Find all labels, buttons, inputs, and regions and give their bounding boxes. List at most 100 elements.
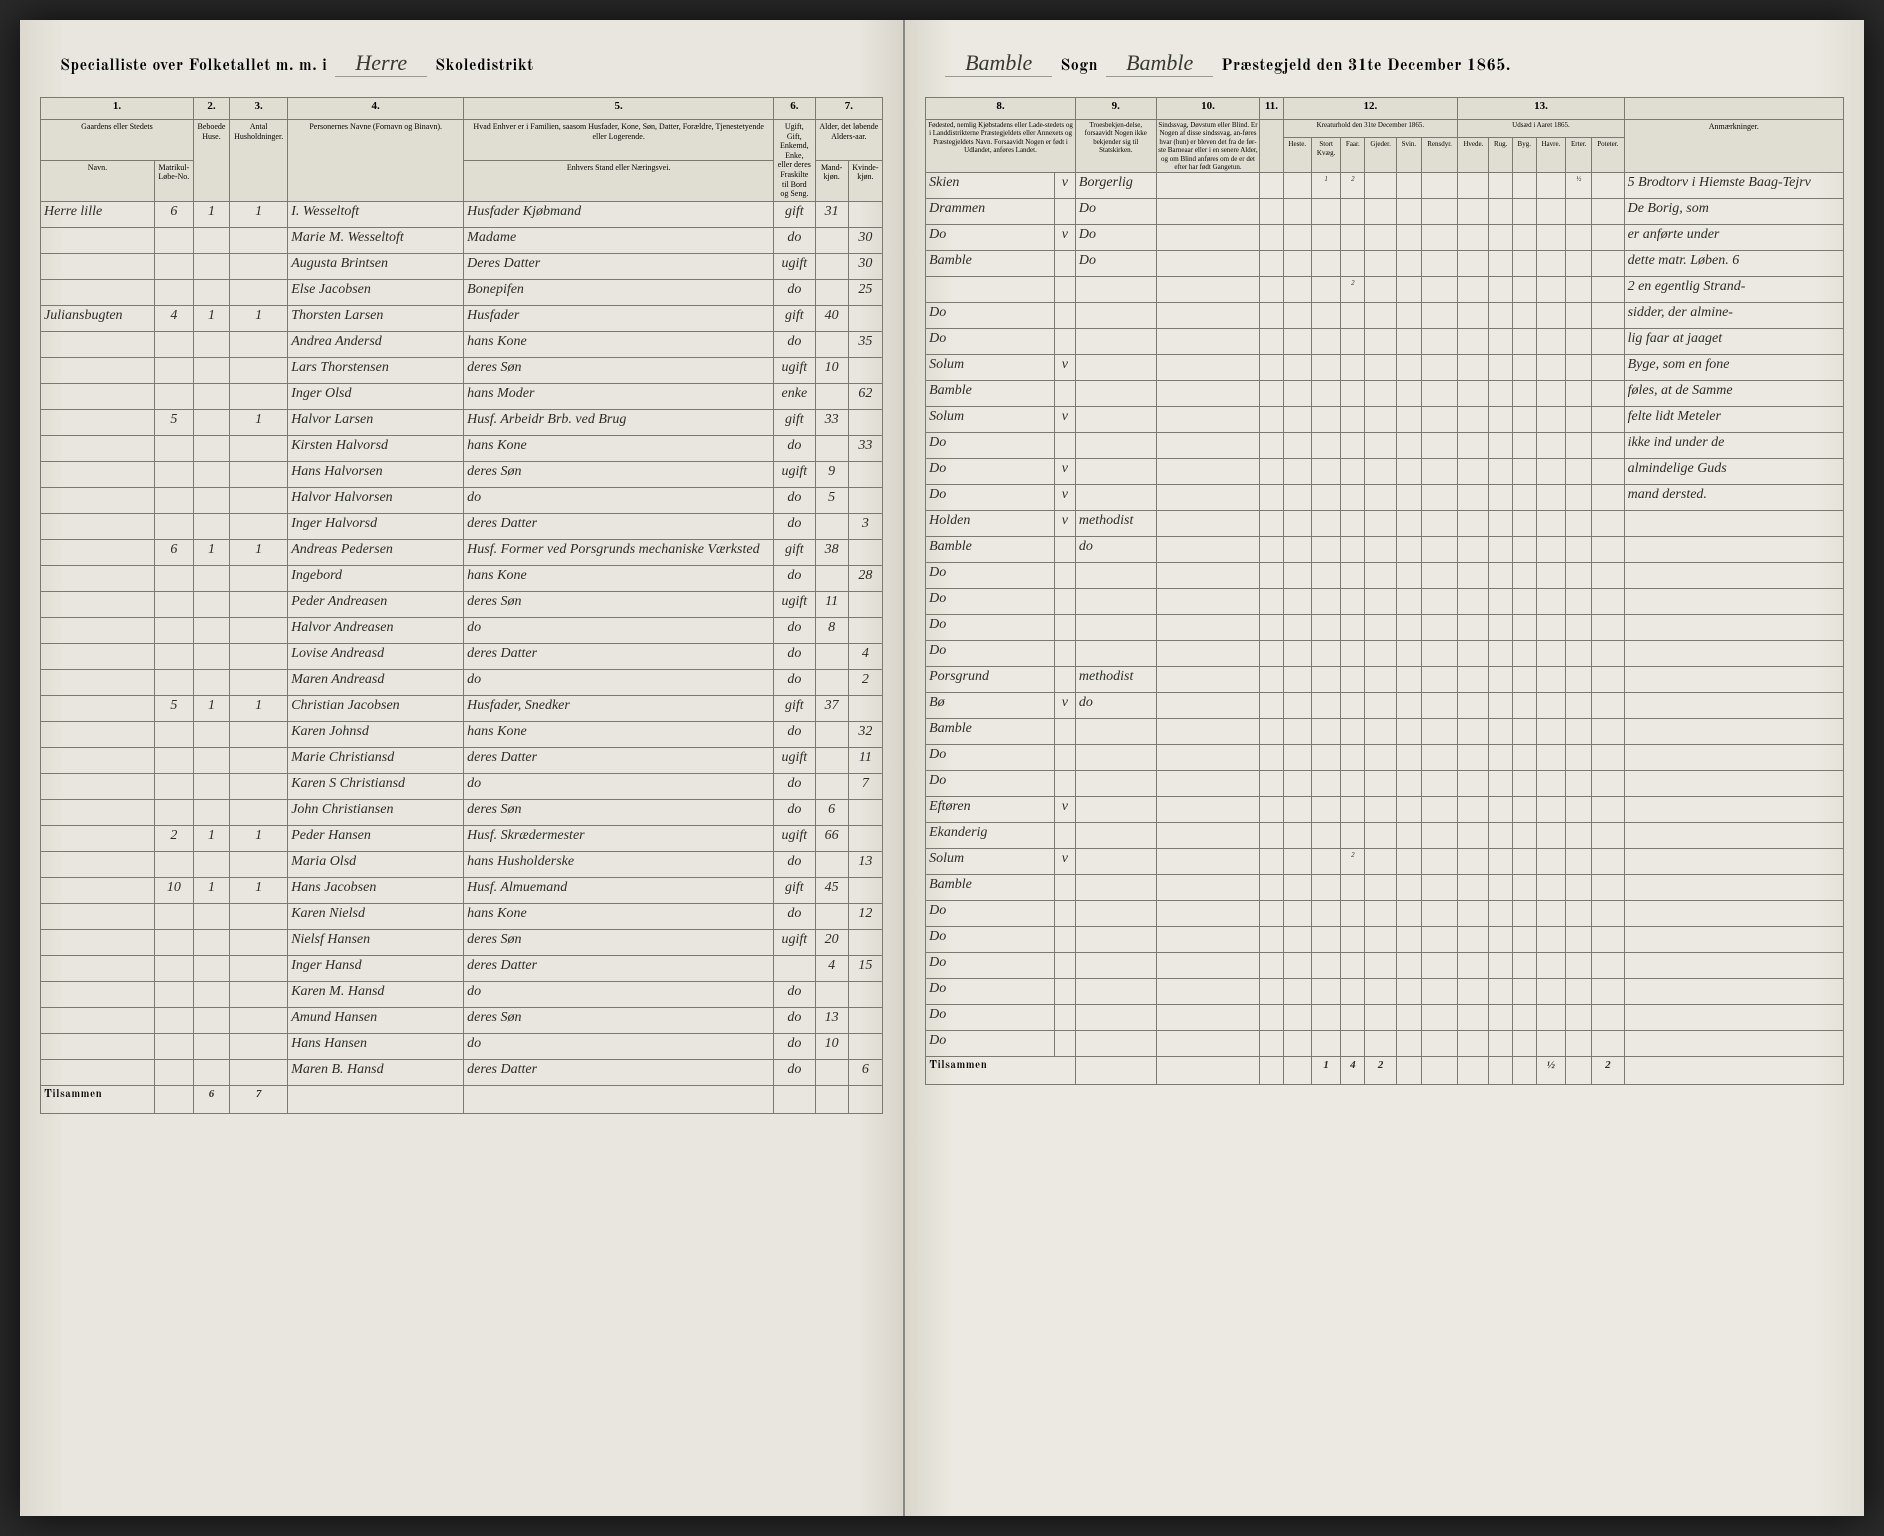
cell-matr (154, 227, 193, 253)
cell-person: Lovise Andreasd (288, 643, 464, 669)
cell-c12-5 (1421, 459, 1458, 485)
cell-rel: deres Søn (464, 929, 774, 955)
cell-c12-8 (1513, 433, 1537, 459)
cell-anm (1624, 953, 1843, 979)
cell-gaard (41, 825, 155, 851)
cell-fode: Bamble (926, 381, 1055, 407)
cell-c12-5 (1421, 329, 1458, 355)
cell-c12-10 (1566, 251, 1592, 277)
cell-status: ugift (774, 929, 815, 955)
cell-c12-6 (1458, 303, 1489, 329)
cell-c12-11 (1592, 953, 1625, 979)
cell-c12-9 (1536, 745, 1566, 771)
cell-fode: Solum (926, 849, 1055, 875)
cell-c12-3 (1365, 693, 1397, 719)
cell-c12-5 (1421, 173, 1458, 199)
cell-c12-11 (1592, 537, 1625, 563)
cell-hh: 1 (230, 305, 288, 331)
cell-c12-5 (1421, 953, 1458, 979)
cell-c12-11 (1592, 329, 1625, 355)
cell-k (848, 461, 882, 487)
cell-anm: De Borig, som (1624, 199, 1843, 225)
cell-c12-2: 2 (1341, 173, 1365, 199)
cell-c12-1 (1312, 1005, 1341, 1031)
cell-matr: 6 (154, 201, 193, 227)
cell-hus (193, 435, 229, 461)
cell-c12-9 (1536, 355, 1566, 381)
cell-hus: 1 (193, 877, 229, 903)
cell-c12-5 (1421, 901, 1458, 927)
cell-c12-3 (1365, 875, 1397, 901)
cell-k: 13 (848, 851, 882, 877)
cell-fode: Drammen (926, 199, 1055, 225)
cell-c12-6 (1458, 355, 1489, 381)
cell-fode: Do (926, 303, 1055, 329)
cell-c12-5 (1421, 407, 1458, 433)
cell-c12-8 (1513, 511, 1537, 537)
cell-c12-0 (1283, 381, 1311, 407)
cell-sinds (1156, 927, 1260, 953)
cell-c12-1 (1312, 355, 1341, 381)
cell-c12-7 (1489, 537, 1513, 563)
cell-matr (154, 279, 193, 305)
table-row: Karen M. Hansddodo (41, 981, 883, 1007)
table-row: Maren Andreasddodo2 (41, 669, 883, 695)
cell-troes (1075, 797, 1156, 823)
cell-c12-6 (1458, 719, 1489, 745)
cell-k (848, 695, 882, 721)
cell-c12-3 (1365, 771, 1397, 797)
cell-troes (1075, 563, 1156, 589)
cell-hus (193, 955, 229, 981)
cell-c12-4 (1396, 641, 1421, 667)
cell-hus (193, 253, 229, 279)
cell-ch (1054, 537, 1075, 563)
cell-rel: deres Søn (464, 591, 774, 617)
cell-c12-2 (1341, 901, 1365, 927)
cell-gaard (41, 981, 155, 1007)
cell-status: do (774, 643, 815, 669)
cell-c12-4 (1396, 901, 1421, 927)
cell-troes: Do (1075, 251, 1156, 277)
cell-sinds (1156, 511, 1260, 537)
cell-gaard (41, 903, 155, 929)
cell-gaard (41, 227, 155, 253)
cell-c12-6 (1458, 979, 1489, 1005)
right-header-printed: Præstegjeld den 31te December 1865. (1221, 56, 1511, 76)
cell-m (815, 383, 848, 409)
cell-m: 13 (815, 1007, 848, 1033)
cell-c12-8 (1513, 771, 1537, 797)
cell-anm (1624, 823, 1843, 849)
cell-k: 11 (848, 747, 882, 773)
cell-anm (1624, 875, 1843, 901)
cell-c12-1 (1312, 537, 1341, 563)
cell-sinds (1156, 199, 1260, 225)
cell-fode: Do (926, 641, 1055, 667)
cell-c12-3 (1365, 823, 1397, 849)
cell-m: 20 (815, 929, 848, 955)
cell-c12-7 (1489, 459, 1513, 485)
cell-c12-3 (1365, 277, 1397, 303)
cell-11 (1260, 407, 1283, 433)
cell-hh: 1 (230, 695, 288, 721)
cell-troes (1075, 1005, 1156, 1031)
cell-person: Amund Hansen (288, 1007, 464, 1033)
cell-c12-5 (1421, 485, 1458, 511)
cell-c12-0 (1283, 849, 1311, 875)
cell-c12-6 (1458, 693, 1489, 719)
cell-c12-1 (1312, 381, 1341, 407)
cell-c12-4 (1396, 615, 1421, 641)
cell-ch: v (1054, 849, 1075, 875)
cell-person: Karen Johnsd (288, 721, 464, 747)
cell-c12-4 (1396, 225, 1421, 251)
cell-c12-2 (1341, 1031, 1365, 1057)
cell-person: Karen M. Hansd (288, 981, 464, 1007)
cell-gaard (41, 643, 155, 669)
h-rens: Rensdyr. (1421, 138, 1458, 173)
cell-c12-2 (1341, 459, 1365, 485)
cell-matr: 10 (154, 877, 193, 903)
table-row: BambleDodette matr. Løben. 6 (926, 251, 1844, 277)
cell-c12-3 (1365, 511, 1397, 537)
cell-c12-2 (1341, 589, 1365, 615)
cell-c12-9 (1536, 589, 1566, 615)
h-matr: Matrikul-Løbe-No. (154, 160, 193, 201)
